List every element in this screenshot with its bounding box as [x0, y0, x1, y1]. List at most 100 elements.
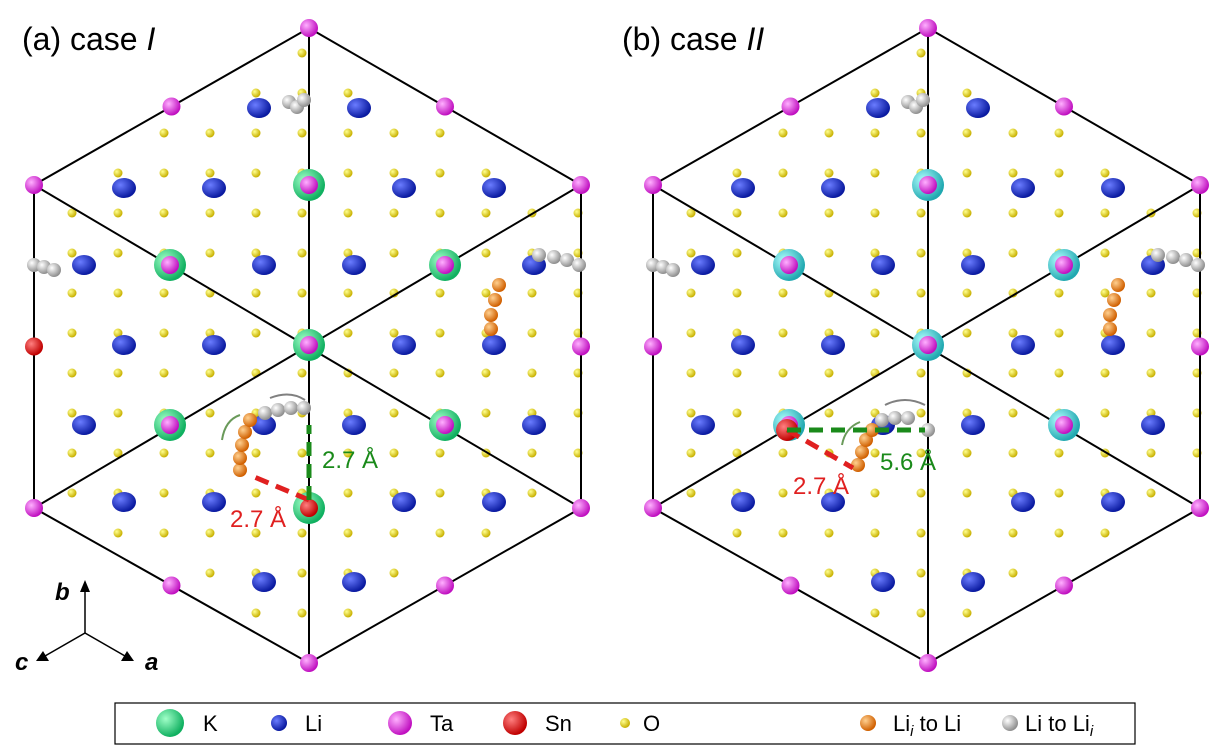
distance-line: [252, 476, 309, 500]
legend-text: to Li: [913, 711, 961, 736]
o-atom: [733, 369, 742, 378]
o-atom: [687, 289, 696, 298]
o-atom: [528, 369, 537, 378]
o-atom: [482, 169, 491, 178]
li-path: [297, 93, 311, 107]
o-atom: [114, 209, 123, 218]
o-atom: [779, 329, 788, 338]
ta-atom: [644, 338, 662, 356]
o-atom: [160, 329, 169, 338]
o-atom: [825, 209, 834, 218]
legend-label: O: [643, 711, 660, 736]
o-atom: [1055, 169, 1064, 178]
o-atom: [252, 609, 261, 618]
o-atom: [1101, 169, 1110, 178]
li-atom: [866, 98, 890, 118]
o-atom: [114, 169, 123, 178]
o-atom: [206, 129, 215, 138]
li-atom: [961, 255, 985, 275]
o-atom: [206, 409, 215, 418]
li-atom: [691, 255, 715, 275]
o-atom: [160, 449, 169, 458]
distance-label: 2.7 Å: [230, 505, 286, 533]
li-atom: [247, 98, 271, 118]
li-path: [484, 322, 498, 336]
axis-indicator: [36, 580, 134, 661]
o-atom: [390, 249, 399, 258]
o-atom: [1147, 289, 1156, 298]
o-atom: [160, 529, 169, 538]
figure: (a) case I (b) case II 2.7 Å 2.7 Å 2.7 Å…: [0, 0, 1210, 745]
li-path: [547, 250, 561, 264]
o-atom: [779, 289, 788, 298]
o-atom: [963, 489, 972, 498]
li-atom: [1011, 492, 1035, 512]
li-atom: [871, 572, 895, 592]
li-path: [851, 458, 865, 472]
li-atom: [112, 178, 136, 198]
o-atom: [390, 529, 399, 538]
o-atom: [871, 129, 880, 138]
ta-atom: [644, 176, 662, 194]
structure: [25, 19, 1209, 672]
o-atom: [482, 289, 491, 298]
ta-atom: [436, 577, 454, 595]
o-atom: [1101, 289, 1110, 298]
distance-label: 2.7 Å: [793, 472, 849, 500]
o-atom: [298, 129, 307, 138]
li-atom: [252, 572, 276, 592]
li-atom: [392, 492, 416, 512]
o-atom: [1009, 329, 1018, 338]
o-atom: [252, 449, 261, 458]
o-atom: [779, 449, 788, 458]
ta-atom: [572, 499, 590, 517]
o-atom: [917, 529, 926, 538]
o-atom: [482, 409, 491, 418]
o-atom: [733, 169, 742, 178]
o-atom: [160, 489, 169, 498]
legend-text: Li: [893, 711, 910, 736]
o-atom: [436, 209, 445, 218]
o-atom: [436, 489, 445, 498]
o-atom: [206, 369, 215, 378]
li-path: [297, 401, 311, 415]
o-atom: [1009, 449, 1018, 458]
o-atom: [1055, 489, 1064, 498]
li-atom: [1141, 415, 1165, 435]
ta-atom: [919, 654, 937, 672]
li-path: [875, 413, 889, 427]
o-atom: [482, 369, 491, 378]
li-path: [271, 403, 285, 417]
o-atom: [687, 449, 696, 458]
ta-atom: [1191, 499, 1209, 517]
o-atom: [871, 329, 880, 338]
ta-atom: [644, 499, 662, 517]
li-path: [1111, 278, 1125, 292]
li-path: [532, 248, 546, 262]
o-atom: [298, 569, 307, 578]
ta-atom: [1055, 416, 1073, 434]
o-atom: [1009, 209, 1018, 218]
axis-label: c: [15, 649, 28, 676]
o-atom: [436, 169, 445, 178]
o-atom: [390, 169, 399, 178]
o-atom: [1009, 569, 1018, 578]
o-atom: [252, 289, 261, 298]
o-atom: [68, 249, 77, 258]
li-path: [572, 258, 586, 272]
o-atom: [160, 169, 169, 178]
o-atom: [206, 249, 215, 258]
o-atom: [871, 89, 880, 98]
o-atom: [963, 289, 972, 298]
o-atom: [917, 489, 926, 498]
ta-atom: [300, 336, 318, 354]
li-path: [1103, 322, 1117, 336]
li-path: [1107, 293, 1121, 307]
o-atom: [390, 369, 399, 378]
o-atom: [344, 209, 353, 218]
legend-text: Li to Li: [1025, 711, 1090, 736]
o-atom: [1101, 209, 1110, 218]
ta-atom: [161, 256, 179, 274]
li-atom: [1101, 178, 1125, 198]
o-atom: [390, 569, 399, 578]
